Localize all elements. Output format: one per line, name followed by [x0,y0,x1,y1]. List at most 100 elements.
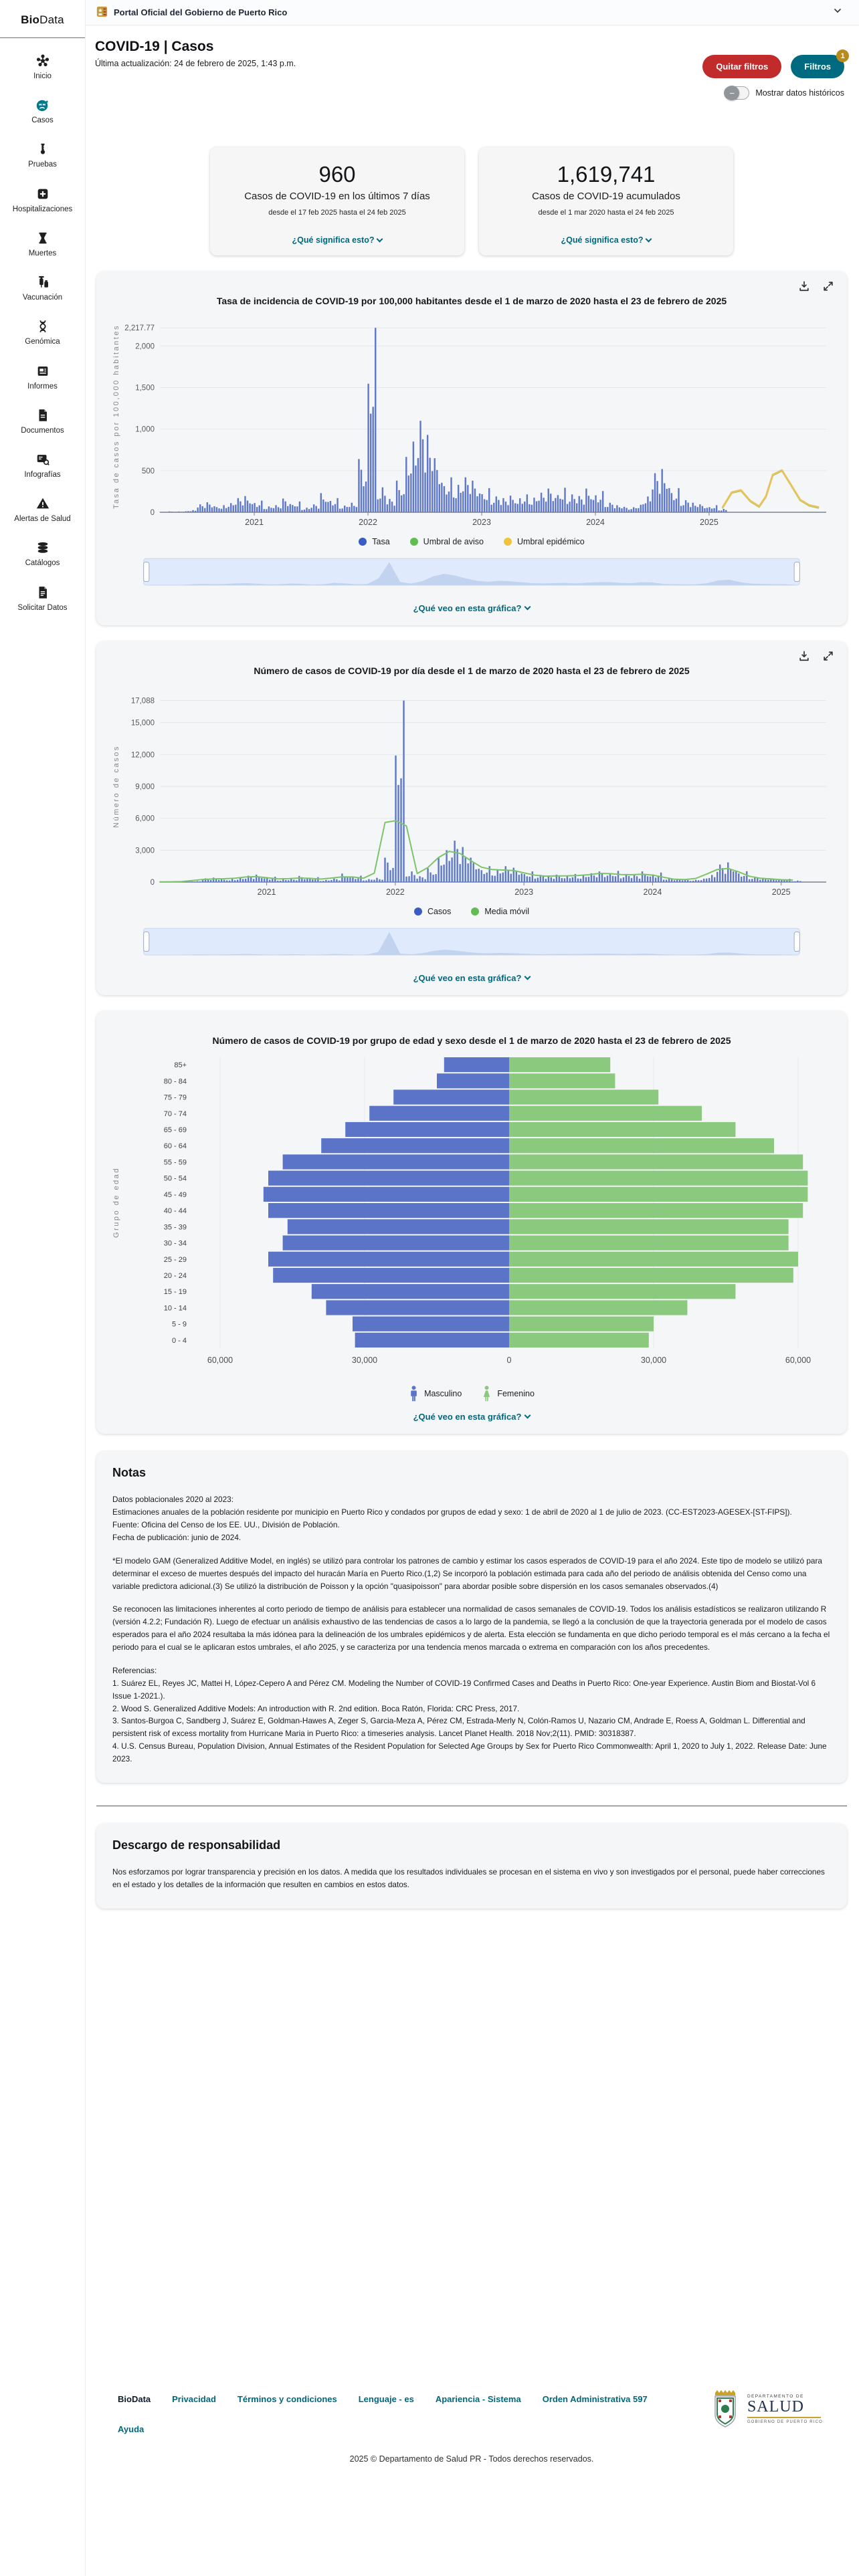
what-does-this-mean-link[interactable]: ¿Qué significa esto? [292,235,383,245]
chart-legend: Tasa Umbral de aviso Umbral epidémico [106,537,838,546]
footer-biodata-link[interactable]: BioData [118,2393,151,2404]
svg-text:2023: 2023 [472,518,491,527]
daily-cases-chart[interactable]: 17,088 15,000 12,000 9,000 6,000 3,000 0 2021 20… [106,681,838,902]
historic-data-toggle[interactable]: − [724,86,750,100]
sidebar-item-vacunacion[interactable]: Vacunación [0,266,85,310]
sidebar-item-genomica[interactable]: Genómica [0,310,85,354]
notes-title: Notas [112,1466,147,1480]
svg-text:1,000: 1,000 [135,426,155,434]
sick-face-icon [35,97,51,113]
dna-icon [35,318,51,334]
expand-icon[interactable] [822,649,835,663]
gov-banner: Portal Oficial del Gobierno de Puerto Ri… [86,0,859,25]
incidence-rate-chart[interactable]: 2,217.77 2,000 1,500 1,000 500 0 2021 2022 2023 2… [106,312,838,532]
page-title: COVID-19 | Casos [95,39,214,54]
salud-shield-icon [714,2389,736,2428]
sidebar-item-label: Informes [27,382,58,391]
gov-banner-link[interactable]: Portal Oficial del Gobierno de Puerto Ri… [96,6,287,19]
sidebar-item-pruebas[interactable]: Pruebas [0,133,85,177]
sidebar-item-label: Infografías [24,470,61,479]
svg-text:70 - 74: 70 - 74 [164,1110,187,1118]
sidebar-item-hospitalizaciones[interactable]: Hospitalizaciones [0,178,85,222]
document-icon [35,407,51,423]
svg-text:15 - 19: 15 - 19 [164,1288,187,1296]
notes-paragraph: *El modelo GAM (Generalized Additive Mod… [112,1555,822,1591]
chevron-down-icon[interactable] [832,5,843,19]
chart-title: Número de casos de COVID-19 por día desd… [254,665,690,677]
time-range-brush[interactable] [142,554,801,594]
sidebar-item-label: Solicitar Datos [17,603,68,612]
time-range-brush[interactable] [142,924,801,964]
gov-banner-title: Portal Oficial del Gobierno de Puerto Ri… [114,7,288,17]
legend-item-umbral-aviso[interactable]: Umbral de aviso [409,537,484,546]
network-icon [35,53,51,69]
download-icon[interactable] [797,649,811,663]
salud-gold-rule [747,2417,821,2419]
notes-paragraph: Se reconocen las limitaciones inherentes… [112,1604,830,1652]
age-sex-pyramid-chart[interactable]: 60,000 30,000 0 30,000 60,000 85+ 80 - 84 75 - … [106,1051,838,1372]
svg-text:2022: 2022 [359,518,377,527]
sidebar-item-infografias[interactable]: Infografías [0,443,85,488]
chevron-down-icon [646,235,652,243]
legend-item-casos[interactable]: Casos [413,907,451,916]
salud-gov-text: GOBIERNO DE PUERTO RICO [747,2420,823,2425]
remove-filters-button[interactable]: Quitar filtros [702,55,782,78]
footer-link-privacidad[interactable]: Privacidad [172,2393,216,2404]
sidebar-item-inicio[interactable]: Inicio [0,45,85,89]
syringe-icon [35,274,51,290]
legend-item-masculino[interactable]: Masculino [409,1385,462,1402]
sidebar-item-alertas[interactable]: Alertas de Salud [0,488,85,532]
svg-text:65 - 69: 65 - 69 [164,1126,187,1134]
sidebar-item-label: Genómica [25,338,60,346]
app-logo[interactable]: BioData [0,0,85,38]
svg-text:30 - 34: 30 - 34 [164,1240,187,1248]
sidebar-item-label: Casos [31,116,54,125]
last-updated: Última actualización: 24 de febrero de 2… [95,59,296,68]
what-do-i-see-link[interactable]: ¿Qué veo en esta gráfica? [106,603,838,613]
main-area: Portal Oficial del Gobierno de Puerto Ri… [86,0,859,2576]
legend-item-femenino[interactable]: Femenino [482,1385,535,1402]
chevron-down-icon [524,973,531,980]
sidebar-item-casos[interactable]: Casos [0,89,85,133]
request-file-icon [35,584,51,601]
sidebar-nav: Inicio Casos Pruebas Hospitalizaciones M… [0,38,85,621]
footer-link-terminos[interactable]: Términos y condiciones [237,2393,337,2404]
footer-link-ayuda[interactable]: Ayuda [118,2424,145,2434]
stat-label: Casos de COVID-19 acumulados [532,191,680,202]
toggle-knob: − [725,86,740,100]
sidebar-item-solicitar-datos[interactable]: Solicitar Datos [0,576,85,621]
report-icon [35,363,51,379]
chart-legend: Casos Media móvil [106,907,838,916]
footer-link-lenguaje[interactable]: Lenguaje - es [358,2393,414,2404]
svg-text:55 - 59: 55 - 59 [164,1159,187,1167]
female-person-icon [484,1386,490,1402]
expand-icon[interactable] [822,280,835,293]
legend-item-umbral-epidemico[interactable]: Umbral epidémico [504,537,585,546]
footer-link-orden-administrativa[interactable]: Orden Administrativa 597 [542,2393,648,2404]
logo-bold: Bio [21,13,40,26]
svg-text:50 - 54: 50 - 54 [164,1175,187,1183]
download-icon[interactable] [797,280,811,293]
sidebar-item-catalogos[interactable]: Catálogos [0,532,85,576]
footer-link-apariencia[interactable]: Apariencia - Sistema [435,2393,521,2404]
historic-toggle-row: − Mostrar datos históricos [724,86,844,100]
svg-text:15,000: 15,000 [131,720,155,728]
legend-dot [504,538,512,546]
svg-text:0 - 4: 0 - 4 [172,1337,187,1345]
what-does-this-mean-link[interactable]: ¿Qué significa esto? [561,235,652,245]
svg-text:2023: 2023 [514,887,533,897]
stat-range: desde el 1 mar 2020 hasta el 24 feb 2025 [538,209,674,217]
svg-text:2,000: 2,000 [135,343,155,351]
sidebar-item-documentos[interactable]: Documentos [0,399,85,443]
chart-legend: Masculino Femenino [106,1385,838,1402]
legend-item-media-movil[interactable]: Media móvil [471,907,529,916]
legend-item-tasa[interactable]: Tasa [359,537,390,546]
svg-text:Número de casos: Número de casos [112,745,120,828]
alert-triangle-icon [35,496,51,512]
what-do-i-see-link[interactable]: ¿Qué veo en esta gráfica? [106,973,838,983]
filters-button[interactable]: Filtros 1 [791,49,849,78]
svg-text:2022: 2022 [386,887,405,897]
sidebar-item-informes[interactable]: Informes [0,355,85,399]
what-do-i-see-link[interactable]: ¿Qué veo en esta gráfica? [106,1412,838,1422]
sidebar-item-muertes[interactable]: Muertes [0,222,85,266]
